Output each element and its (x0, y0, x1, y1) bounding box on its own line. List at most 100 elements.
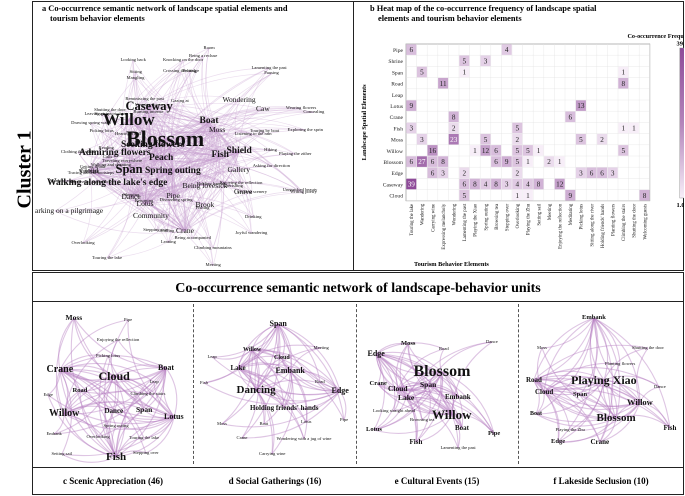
separator-1 (193, 304, 194, 464)
network-edge (132, 59, 186, 232)
unit-edge (59, 362, 155, 383)
network-edge (172, 121, 210, 173)
unit-edge (373, 353, 386, 431)
network-edge (128, 128, 306, 170)
unit-edge (615, 414, 671, 429)
heatmap-col-label: Playing the Xiao (474, 203, 479, 236)
unit-edge (289, 370, 341, 392)
unit-edge (255, 389, 285, 409)
network-edge (160, 158, 206, 206)
heatmap-cell (565, 111, 576, 123)
unit-node-cloud: Cloud (388, 384, 408, 393)
network-edge (216, 129, 240, 153)
unit-edge (277, 323, 293, 409)
network-edge (149, 105, 174, 173)
separator-2 (356, 304, 357, 464)
network-edge (128, 129, 218, 170)
heatmap-col-label: Expressing melancholy (442, 203, 447, 249)
heatmap-cell-label: 8 (441, 158, 445, 166)
heatmap-col-label: Welcoming guests (643, 204, 648, 240)
heatmap-cell-label: 6 (410, 46, 414, 54)
network-node-cherishing: Cherishing (222, 183, 243, 189)
network-node-getting-drunk: Getting drunk (79, 164, 106, 170)
network-edge (169, 70, 190, 197)
network-node-span: Span (115, 161, 143, 176)
heatmap-cell-label: 1 (558, 158, 562, 166)
network-edge (130, 121, 210, 198)
unit-edge (255, 347, 322, 391)
network-node-traveling-everywhere: Traveling everywhere (101, 157, 143, 163)
unit-edge (59, 369, 117, 458)
heatmap-cell-label: 27 (418, 158, 426, 166)
unit-edge (59, 369, 115, 381)
heatmap-cell (597, 133, 608, 145)
unit-edge (533, 378, 581, 396)
unit-node-climbing-the-stairs: Climbing the stairs (130, 390, 166, 396)
network-edge (128, 118, 186, 232)
network-edge (101, 130, 186, 232)
unit-edge (375, 353, 382, 385)
network-edge (172, 121, 210, 197)
unit-node-overlooking: Overlooking (86, 433, 110, 439)
unit-edge (375, 353, 495, 435)
unit-edge (397, 384, 429, 392)
heatmap-cell-label: 4 (484, 181, 488, 189)
network-edge (164, 138, 186, 232)
network-edge (123, 118, 132, 198)
unit-edge (599, 379, 611, 443)
unit-edge (251, 349, 341, 392)
network-edge (88, 111, 314, 172)
network-edge (170, 101, 181, 173)
network-edge (121, 161, 186, 232)
network-edge (175, 129, 218, 201)
heatmap-cell-label: 16 (429, 147, 437, 155)
unit-edge (579, 394, 641, 407)
network-edge (172, 121, 210, 197)
network-edge (128, 155, 221, 172)
network-edge (91, 121, 210, 183)
heatmap-col-label: Climbing the stairs (622, 204, 627, 241)
unit-edge (375, 353, 459, 398)
network-edge (88, 166, 130, 172)
unit-edge (115, 416, 175, 458)
network-edge (128, 118, 240, 153)
network-edge (160, 155, 221, 163)
network-edge (144, 203, 193, 239)
network-edge (128, 168, 133, 196)
network-edge (172, 155, 221, 173)
unit-node-blossom: Blossom (413, 363, 471, 380)
network-edge (135, 78, 166, 140)
heatmap-cell-label: 6 (431, 169, 435, 177)
unit-edge (543, 391, 617, 420)
unit-node-dancing: Dancing (236, 383, 276, 396)
network-edge (164, 138, 214, 267)
network-edge (184, 155, 221, 232)
network-edge (114, 105, 150, 155)
unit-edge (427, 341, 493, 386)
network-edge (148, 105, 221, 157)
unit-edge (533, 379, 540, 415)
unit-edge (289, 370, 308, 440)
network-edge (135, 78, 174, 173)
heatmap-cell-label: 5 (463, 192, 467, 200)
network-node-crane: Crane (176, 226, 194, 235)
unit-edge (543, 388, 581, 396)
unit-edge (579, 394, 617, 419)
unit-edge (70, 317, 117, 458)
network-edge (201, 55, 221, 157)
unit-edge (79, 390, 175, 420)
unit-edge (533, 374, 641, 403)
heatmap-cell-label: 5 (420, 69, 424, 77)
unit-edge (63, 390, 149, 415)
unit-edge (115, 416, 175, 458)
unit-edge (115, 409, 145, 458)
heatmap-cell-label: 11 (440, 80, 447, 88)
network-edge (172, 195, 177, 201)
heatmap-cell-label: 1 (537, 147, 541, 155)
heatmap-cell (628, 122, 639, 134)
unit-edge (533, 379, 617, 419)
unit-node-willow: Willow (432, 406, 472, 422)
unit-edge (153, 381, 175, 418)
network-edge (216, 129, 252, 234)
network-node-moss: Moss (209, 125, 226, 134)
